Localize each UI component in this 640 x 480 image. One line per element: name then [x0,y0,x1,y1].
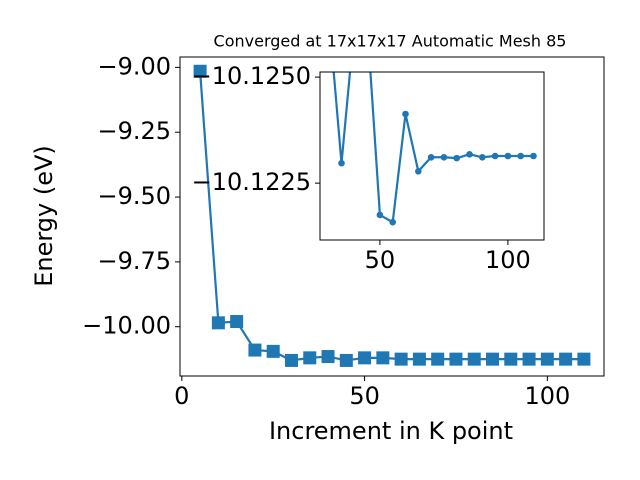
marker [402,110,409,118]
marker [266,344,280,358]
chart-title: Converged at 17x17x17 Automatic Mesh 85 [214,32,567,51]
marker [449,352,463,366]
marker [338,159,345,167]
marker [427,153,435,161]
axes-frame [319,71,545,241]
marker [376,351,390,365]
y-tick-label: −9.50 [97,182,171,210]
marker [522,352,536,366]
marker [486,352,500,366]
marker [504,352,518,366]
marker [230,315,244,329]
marker [211,316,225,330]
x-tick-label: 0 [174,382,189,410]
y-tick-label: −10.00 [82,312,171,340]
marker [248,343,262,357]
y-tick-label: −9.00 [97,52,171,80]
marker [466,151,473,158]
x-tick-label: 50 [349,382,380,410]
marker [559,352,573,366]
marker [351,23,358,30]
x-tick-label: 100 [524,382,570,410]
marker [577,352,591,366]
marker [479,153,486,161]
y-tick-label: −10.1225 [192,168,311,196]
marker [453,154,461,162]
y-tick-label: −9.25 [97,117,171,145]
inset: 50 100 −10.1250 −10.1225 [192,10,545,274]
marker [389,218,397,226]
marker [321,350,335,364]
marker [284,353,298,367]
x-axis-label: Increment in K point [269,417,513,445]
marker [440,153,448,161]
y-axis-label: Energy (eV) [30,145,58,287]
marker [467,352,481,366]
marker [376,211,384,219]
marker [303,351,317,365]
marker [415,167,422,175]
marker [431,352,445,366]
marker [412,352,426,366]
x-tick-label: 100 [485,246,531,274]
marker [394,352,408,366]
y-tick-label: −10.1250 [192,62,311,90]
marker [491,152,499,160]
series [325,10,537,226]
marker [325,10,332,17]
marker [193,64,207,78]
axes-frame [179,56,605,377]
marker [530,152,537,160]
line [199,71,584,362]
x-tick-label: 50 [365,246,396,274]
marker [364,19,371,26]
marker [339,353,353,367]
marker [517,152,525,160]
y-tick-label: −9.75 [97,247,171,275]
marker [540,352,554,366]
series [193,64,591,367]
marker [504,152,512,160]
marker [358,351,372,365]
